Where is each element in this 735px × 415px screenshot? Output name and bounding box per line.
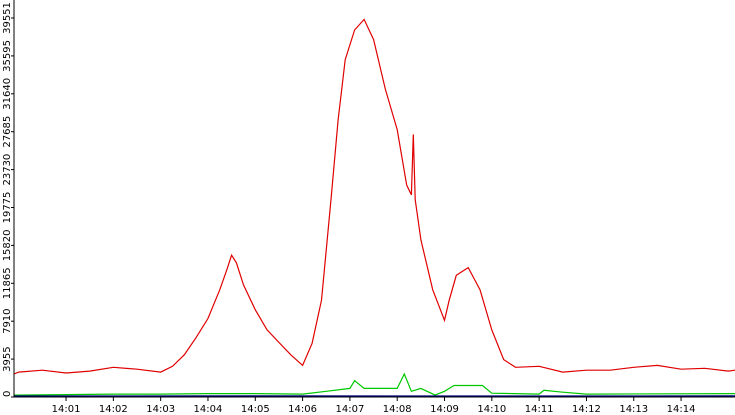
x-tick-label: 14:03 [146,404,175,415]
x-tick-label: 14:12 [572,404,601,415]
x-tick-label: 14:13 [619,404,648,415]
x-tick-label: 14:04 [194,404,223,415]
y-tick-label: 0 [2,391,13,397]
series-line [13,372,735,396]
y-tick-label: 11865 [2,267,13,299]
x-tick-label: 14:07 [335,404,364,415]
y-tick-label: 15820 [2,229,13,261]
x-tick-label: 14:09 [430,404,459,415]
y-tick-label: 39551 [2,2,13,34]
y-tick-label: 3955 [2,346,13,371]
x-tick-label: 14:02 [99,404,128,415]
y-tick-label: 35595 [2,40,13,72]
y-tick-label: 23730 [2,154,13,186]
x-tick-label: 14:08 [383,404,412,415]
y-tick-label: 27685 [2,116,13,148]
y-tick-label: 31640 [2,78,13,110]
x-tick-label: 14:01 [52,404,81,415]
x-tick-label: 14:11 [525,404,554,415]
y-tick-label: 19775 [2,192,13,224]
x-tick-label: 14:10 [477,404,506,415]
x-tick-label: 14:05 [241,404,270,415]
y-tick-label: 7910 [2,308,13,333]
x-tick-label: 14:14 [667,404,696,415]
series-line [13,18,735,375]
x-tick-label: 14:06 [288,404,317,415]
